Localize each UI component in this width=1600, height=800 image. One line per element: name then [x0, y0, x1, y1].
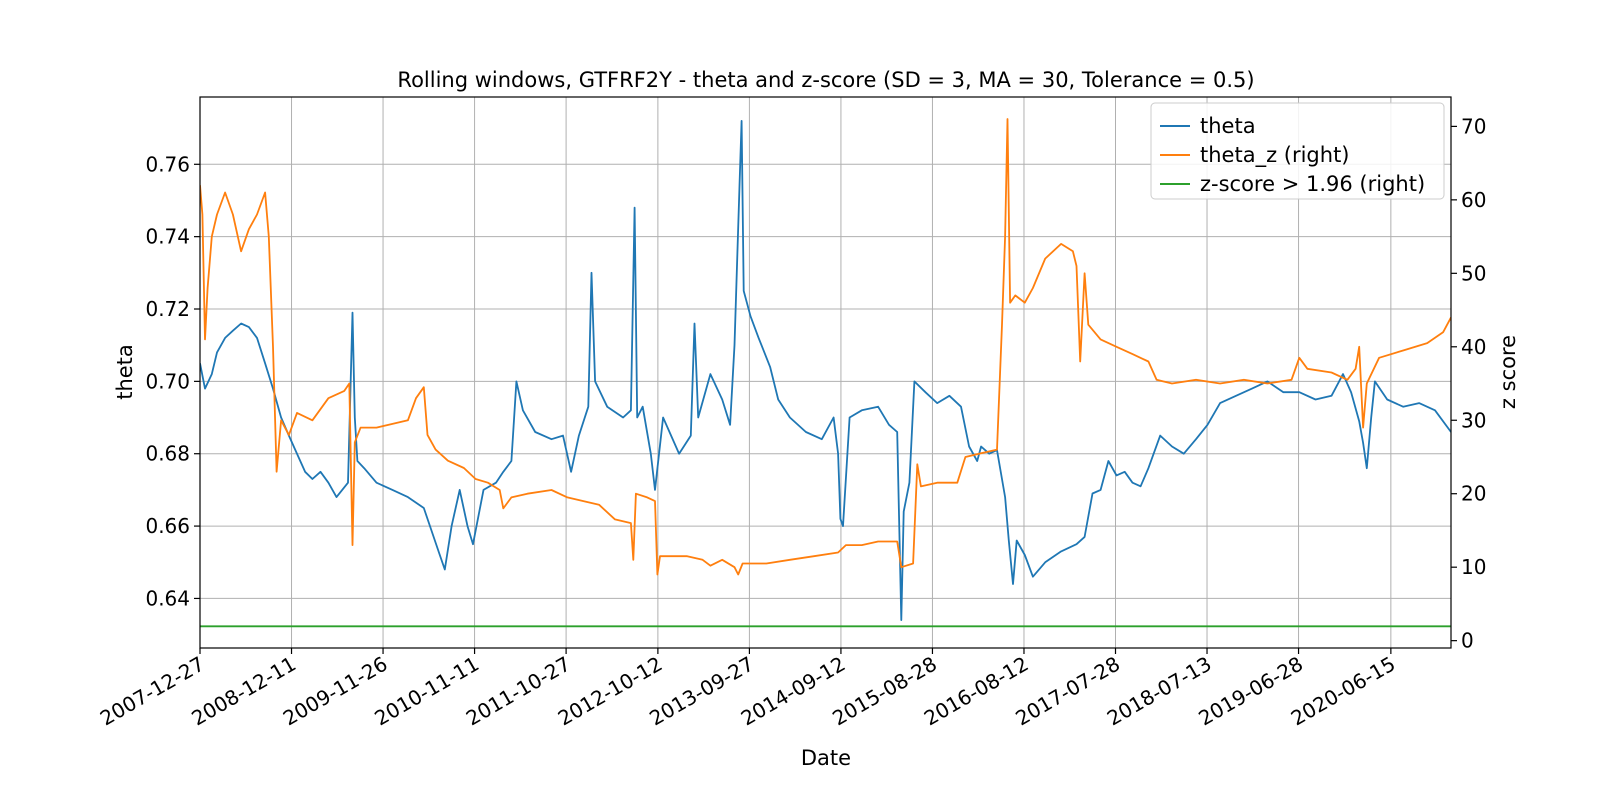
grid-lines	[199, 97, 1451, 648]
y-left-axis-ticks: 0.64 0.66 0.68 0.70 0.72 0.74 0.76	[145, 152, 200, 610]
plot-series	[200, 118, 1451, 628]
y-left-tick-label: 0.68	[145, 442, 190, 466]
y-right-tick-label: 50	[1461, 261, 1486, 285]
legend-entry-theta-label: theta	[1200, 114, 1256, 138]
y-left-tick-label: 0.76	[145, 152, 190, 176]
y-right-tick-label: 40	[1461, 335, 1486, 359]
y-right-tick-label: 20	[1461, 482, 1486, 506]
y-right-axis-ticks: 0 10 20 30 40 50 60 70	[1451, 114, 1486, 653]
y-left-tick-label: 0.70	[145, 369, 190, 393]
y-right-tick-label: 0	[1461, 629, 1474, 653]
y-right-tick-label: 30	[1461, 408, 1486, 432]
plot-frame	[199, 96, 1452, 649]
legend: theta theta_z (right) z-score > 1.96 (righ…	[1150, 102, 1445, 200]
legend-entry-threshold-label: z-score > 1.96 (right)	[1200, 172, 1425, 196]
theta-z-line	[200, 118, 1451, 576]
y-left-tick-label: 0.72	[145, 297, 190, 321]
y-left-tick-label: 0.64	[145, 586, 190, 610]
y-left-axis-title: theta	[113, 344, 137, 400]
legend-entry-theta-z-label: theta_z (right)	[1200, 143, 1350, 168]
y-right-tick-label: 60	[1461, 188, 1486, 212]
y-left-tick-label: 0.74	[145, 225, 190, 249]
y-right-tick-label: 10	[1461, 555, 1486, 579]
theta-line	[200, 120, 1451, 621]
y-left-tick-label: 0.66	[145, 514, 190, 538]
x-axis-title: Date	[801, 746, 851, 770]
y-right-tick-label: 70	[1461, 114, 1486, 138]
y-right-axis-title: z score	[1496, 335, 1520, 409]
chart-title: Rolling windows, GTFRF2Y - theta and z-s…	[397, 68, 1254, 92]
legend-box	[1150, 102, 1445, 200]
